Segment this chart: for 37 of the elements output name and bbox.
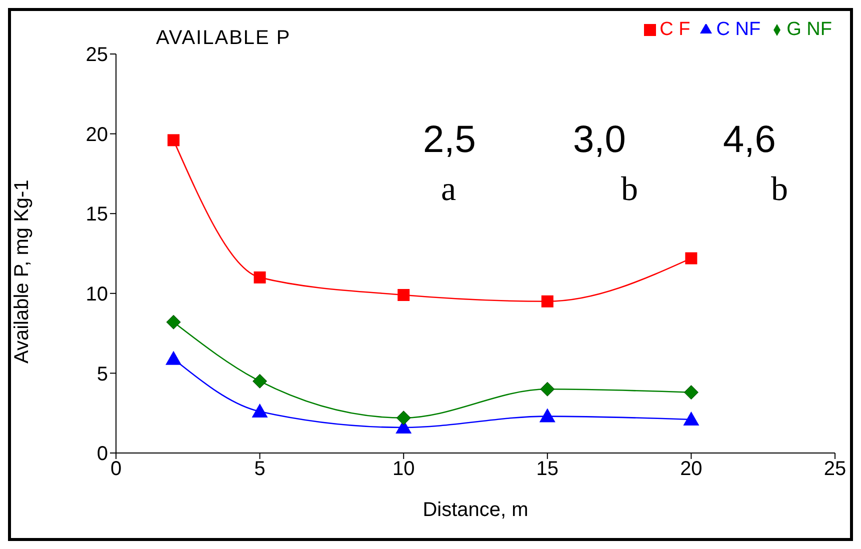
legend-label: G NF [786,19,832,40]
point [685,252,698,264]
x-tick-label: 15 [536,458,559,480]
point [252,374,268,388]
x-axis-title: Distance, m [422,499,528,521]
x-tick-label: 10 [392,458,415,480]
point [168,134,180,146]
annotation: b [621,171,638,209]
point [683,411,700,426]
chart-title: AVAILABLE P [156,27,291,50]
y-tick-label: 10 [86,284,108,306]
y-tick-label: 5 [96,363,108,386]
y-tick-label: 0 [96,443,108,466]
y-tick-label: 15 [86,204,108,226]
legend-label: C F [660,19,690,40]
point [166,350,182,365]
legend-label: C NF [716,19,761,40]
point [252,404,268,418]
point [398,288,410,301]
y-axis-title: Available P, mg Kg-1 [11,180,34,364]
point [684,385,698,400]
y-tick-label: 20 [86,124,108,146]
x-tick-label: 25 [824,458,846,480]
point [541,295,554,308]
point [540,382,555,396]
point [166,314,181,330]
point [396,410,411,426]
annotation: 3,0 [573,119,626,162]
annotation: b [771,171,788,209]
y-tick-label: 25 [86,44,108,66]
annotation: 4,6 [723,119,776,162]
x-tick-label: 20 [680,458,702,480]
point [539,408,556,422]
annotation: a [441,171,456,209]
point [254,271,266,284]
annotation: 2,5 [423,119,476,162]
x-tick-label: 5 [254,458,266,480]
